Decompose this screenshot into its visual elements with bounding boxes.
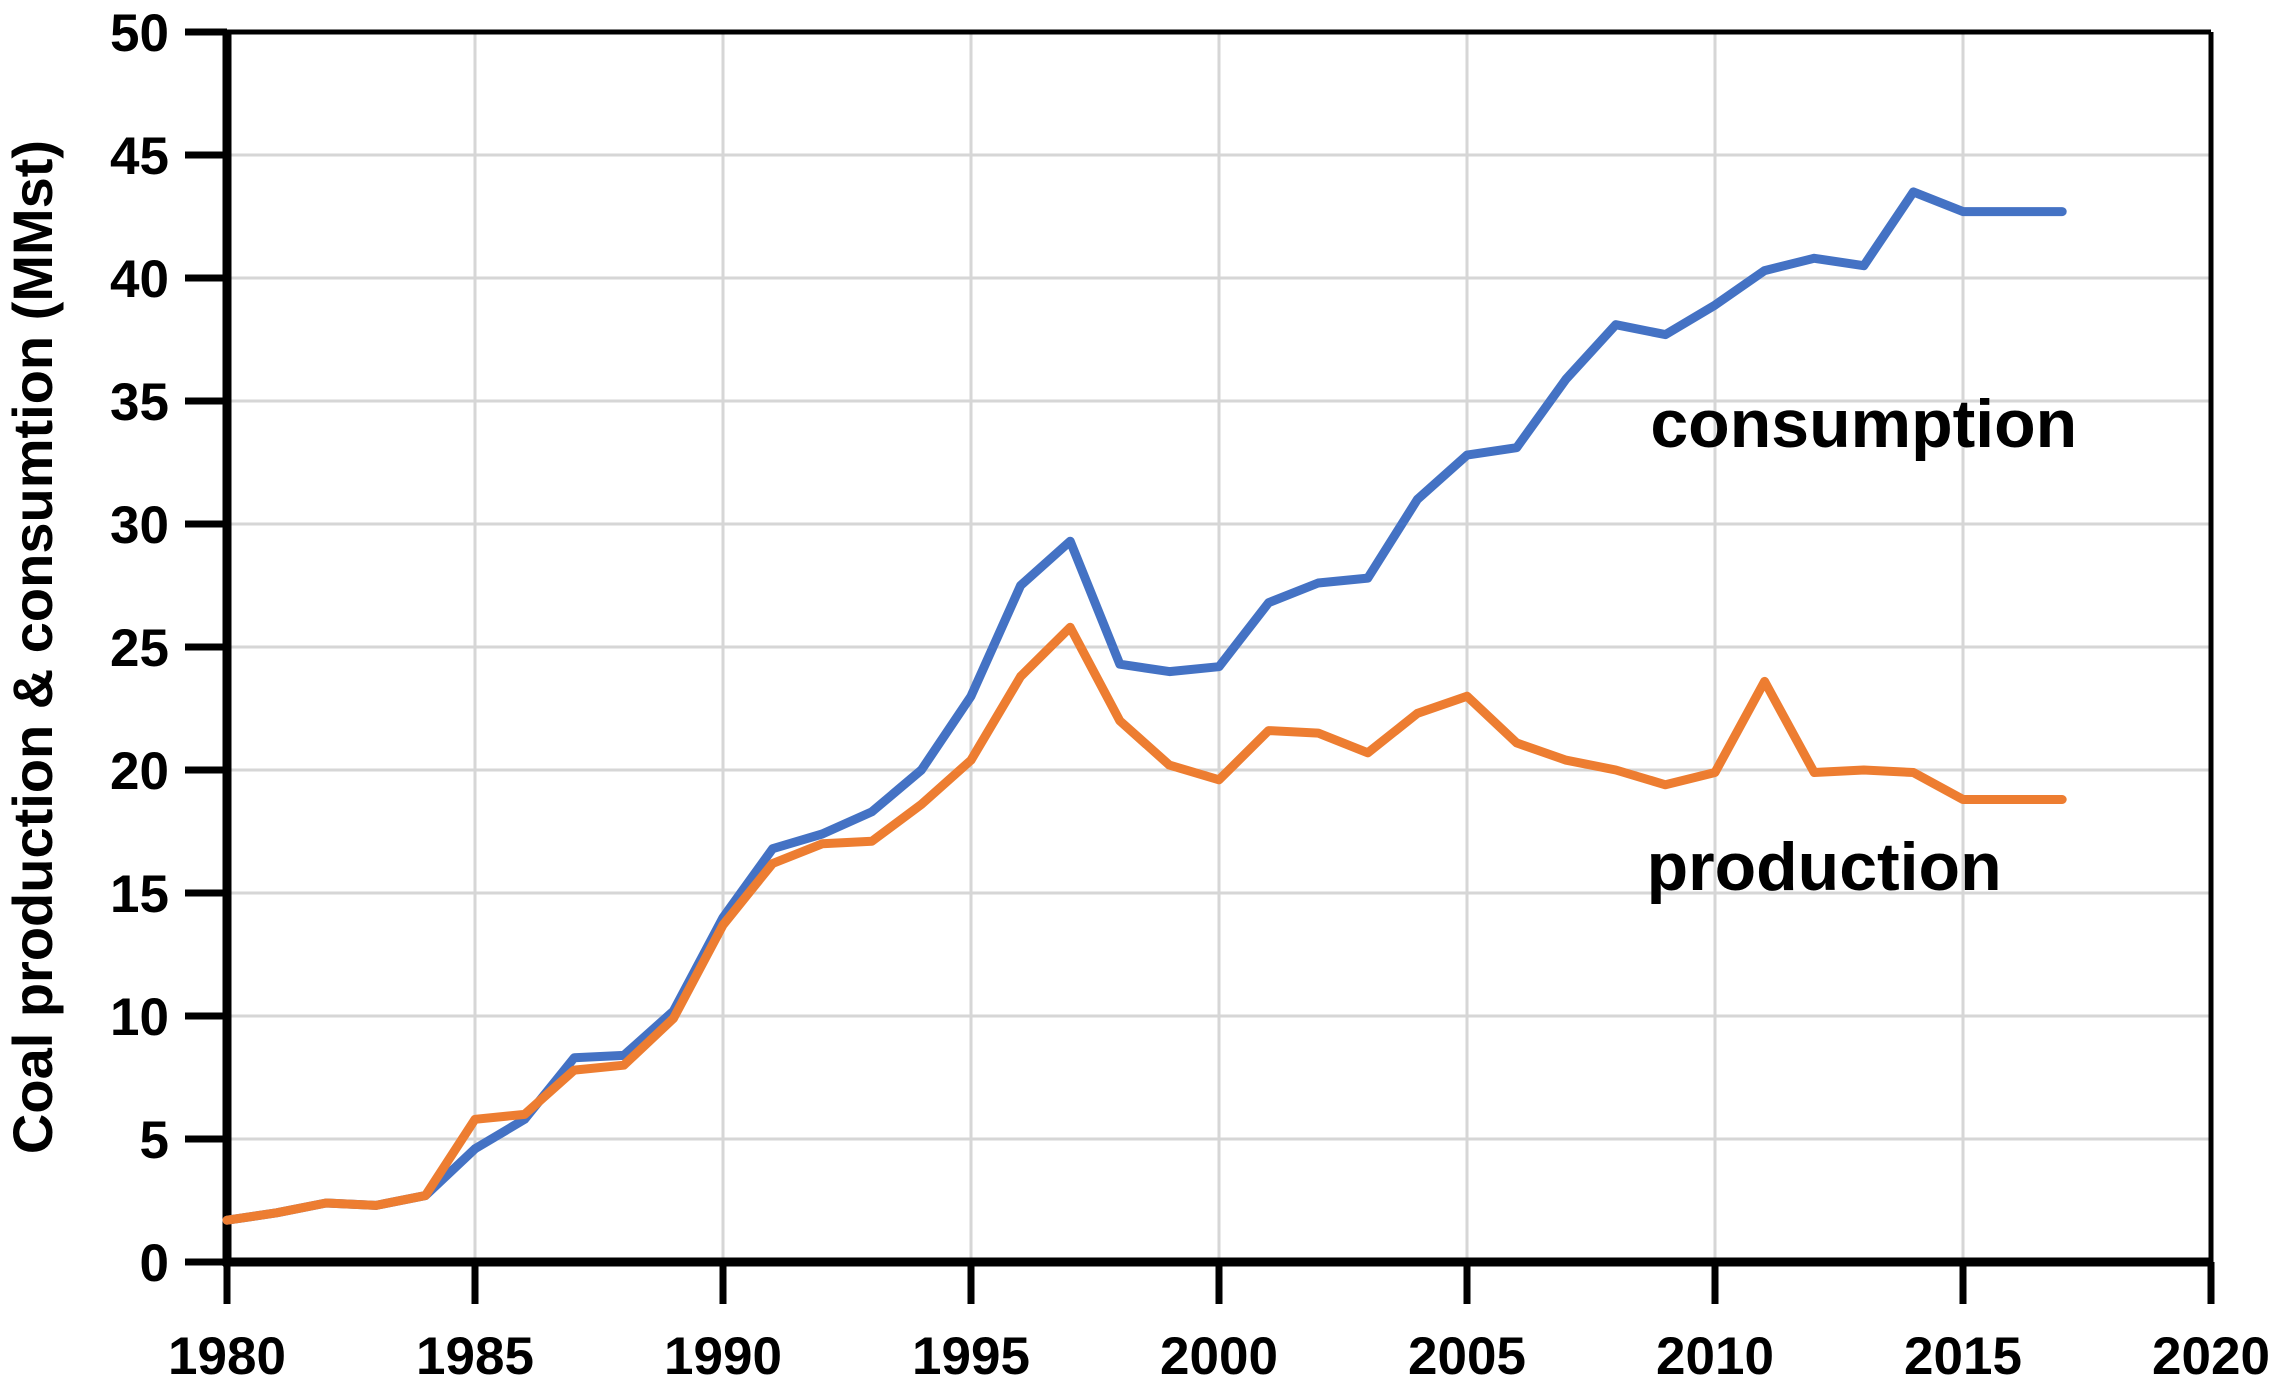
x-tick-label: 2000 xyxy=(1160,1327,1278,1386)
y-tick-label: 30 xyxy=(110,496,169,555)
series-label-production: production xyxy=(1647,829,2002,905)
consumption-line xyxy=(222,187,2067,1225)
production-line xyxy=(222,622,2067,1225)
x-tick-label: 1995 xyxy=(912,1327,1030,1386)
y-tick-label: 50 xyxy=(110,4,169,63)
y-tick-label: 10 xyxy=(110,988,169,1047)
y-tick-label: 15 xyxy=(110,865,169,924)
x-tick-label: 1980 xyxy=(168,1327,286,1386)
x-tick-label: 1990 xyxy=(664,1327,782,1386)
y-tick-label: 45 xyxy=(110,127,169,186)
y-tick-label: 40 xyxy=(110,250,169,309)
y-axis-title: Coal production & consumtion (MMst) xyxy=(1,140,64,1154)
x-tick-label: 2010 xyxy=(1656,1327,1774,1386)
y-tick-label: 35 xyxy=(110,373,169,432)
x-tick-label: 2020 xyxy=(2152,1327,2270,1386)
x-tick-label: 2015 xyxy=(1904,1327,2022,1386)
y-tick-label: 5 xyxy=(140,1111,169,1170)
x-tick-label: 2005 xyxy=(1408,1327,1526,1386)
y-tick-label: 20 xyxy=(110,742,169,801)
y-tick-label: 25 xyxy=(110,619,169,678)
y-tick-label: 0 xyxy=(140,1234,169,1293)
series-label-consumption: consumption xyxy=(1650,386,2077,462)
x-tick-label: 1985 xyxy=(416,1327,534,1386)
